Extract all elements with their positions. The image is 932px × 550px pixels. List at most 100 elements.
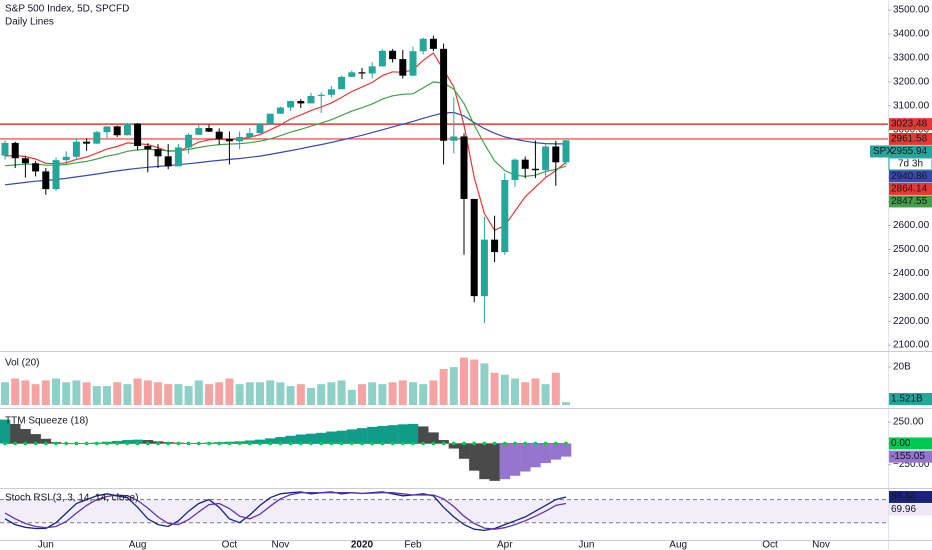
momentum-bar	[489, 443, 500, 481]
candle-body	[440, 48, 448, 141]
y-tick-label: 20B	[893, 362, 911, 373]
squeeze-dot	[462, 441, 466, 446]
candle-body	[174, 147, 182, 167]
candle-body	[501, 180, 509, 253]
candle-body	[542, 146, 550, 171]
momentum-bar	[356, 428, 368, 444]
candle-body	[144, 146, 152, 150]
candle-body	[307, 95, 315, 104]
candle-body	[409, 51, 417, 76]
x-tick-label: Jun	[578, 540, 594, 550]
y-tick-label: 3100.00	[893, 100, 930, 111]
candle-body	[225, 138, 233, 142]
candle-body	[21, 158, 29, 164]
candle-body	[327, 89, 335, 95]
squeeze-dot	[339, 441, 344, 446]
squeeze-dot	[390, 441, 395, 446]
volume-bar	[225, 378, 234, 405]
y-tick-label: 3500.00	[893, 5, 930, 16]
squeeze-dot	[503, 441, 507, 446]
squeeze-dot	[472, 441, 477, 446]
volume-bar	[194, 380, 203, 405]
indicator-label: 2864.14	[891, 183, 928, 194]
volume-bar	[21, 380, 30, 405]
squeeze-dot	[135, 441, 140, 446]
candle-body	[52, 160, 60, 190]
squeeze-dot	[95, 441, 99, 446]
volume-bar	[113, 382, 122, 405]
momentum-bar	[346, 429, 358, 444]
volume-bar	[82, 382, 91, 405]
candle-body	[215, 131, 223, 139]
y-tick-label: 3300.00	[893, 52, 930, 63]
volume-bar	[41, 380, 50, 405]
squeeze-dot	[288, 441, 293, 446]
oscillator-label: 69.96	[891, 504, 916, 515]
volume-bar	[154, 382, 162, 405]
volume-bar	[215, 382, 224, 405]
symbol-label: SPX	[873, 146, 893, 157]
candle-body	[511, 159, 519, 181]
volume-bar	[347, 389, 356, 405]
indicator-label: 2940.86	[891, 171, 928, 182]
squeeze-dot	[421, 441, 426, 446]
candle-body	[266, 113, 274, 125]
squeeze-dot	[299, 441, 303, 446]
momentum-bar	[469, 443, 480, 471]
volume-bar	[470, 359, 479, 405]
volume-bar	[500, 374, 509, 405]
volume-bar	[541, 384, 550, 405]
candle-body	[378, 50, 386, 67]
candle-body	[297, 101, 305, 104]
volume-bar	[562, 402, 570, 405]
momentum-bar	[305, 433, 317, 444]
volume-bar	[388, 382, 397, 405]
volume-bar	[480, 363, 489, 405]
x-tick-label: Apr	[497, 540, 513, 550]
candle-body	[256, 124, 264, 134]
momentum-bar	[336, 430, 347, 444]
candle-body	[93, 132, 101, 144]
momentum-bar	[254, 439, 266, 444]
momentum-bar	[316, 432, 327, 444]
x-tick-label: Aug	[129, 540, 147, 550]
y-tick-label: 2100.00	[893, 340, 930, 351]
squeeze-dot	[360, 441, 364, 446]
y-tick-label: 2200.00	[893, 316, 930, 327]
momentum-bar	[132, 439, 143, 444]
last-price-label: 2955.94	[891, 146, 928, 157]
momentum-bar	[367, 426, 378, 444]
pane-title: TTM Squeeze (18)	[5, 416, 88, 427]
momentum-bar	[326, 431, 337, 444]
squeeze-dot	[380, 441, 385, 446]
squeeze-dot	[3, 441, 7, 446]
volume-bar	[205, 384, 213, 405]
momentum-bar	[499, 443, 511, 480]
indicator-line	[4, 491, 567, 532]
chart-subtitle: Daily Lines	[5, 17, 54, 28]
squeeze-dot	[258, 441, 262, 446]
indicator-line	[4, 492, 567, 530]
volume-bar	[62, 382, 71, 405]
squeeze-dot	[84, 441, 89, 446]
squeeze-dot	[543, 441, 548, 446]
candle-body	[113, 126, 121, 136]
candle-body	[389, 50, 397, 60]
squeeze-dot	[513, 441, 517, 446]
indicator-label-bg	[889, 195, 932, 208]
candle-body	[348, 72, 356, 77]
squeeze-dot	[125, 441, 130, 446]
squeeze-dot	[146, 441, 150, 446]
candle-body	[123, 123, 131, 136]
candle-body	[317, 94, 325, 96]
squeeze-dot	[176, 441, 181, 446]
volume-bar	[551, 372, 560, 405]
candle-body	[429, 38, 437, 49]
x-tick-label: Nov	[272, 540, 290, 550]
momentum-bar	[40, 438, 52, 444]
candle-body	[236, 136, 244, 142]
candle-body	[72, 141, 80, 157]
